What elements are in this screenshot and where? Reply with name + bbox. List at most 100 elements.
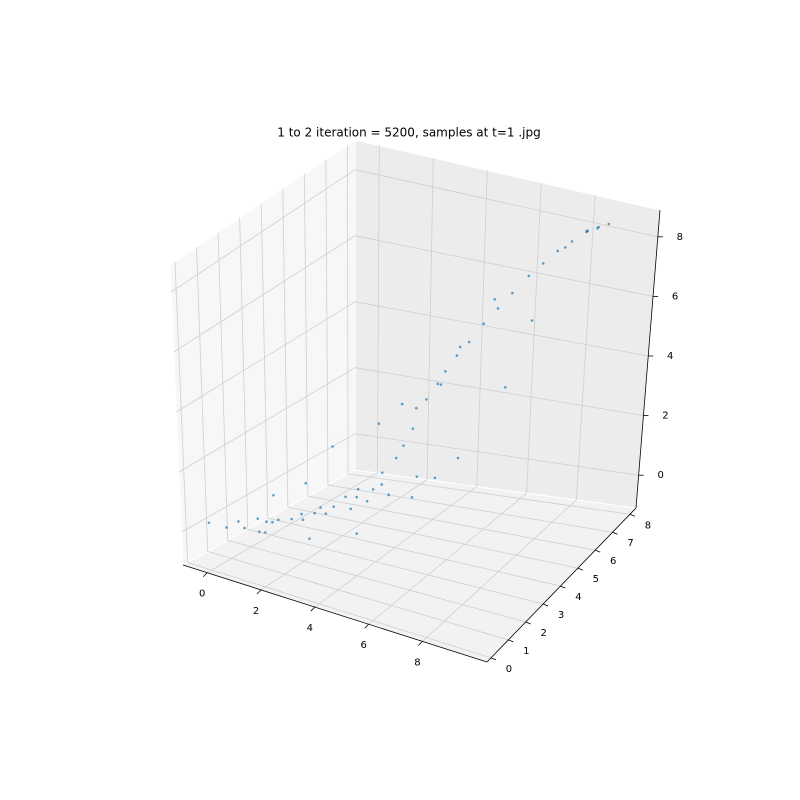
point bbox=[331, 445, 334, 448]
grid-line bbox=[196, 247, 209, 552]
point bbox=[563, 246, 567, 249]
y-tick-label: 3 bbox=[558, 610, 564, 621]
point bbox=[387, 493, 390, 497]
grid-line bbox=[354, 433, 639, 476]
point bbox=[400, 402, 404, 406]
point bbox=[444, 369, 447, 373]
point bbox=[308, 537, 311, 540]
point bbox=[556, 249, 560, 253]
x-axis-line bbox=[182, 564, 488, 663]
grid-line bbox=[267, 517, 561, 587]
point bbox=[319, 506, 322, 509]
point bbox=[596, 226, 599, 230]
y-tick-label: 1 bbox=[523, 646, 529, 657]
z-axis-line bbox=[635, 209, 661, 509]
x-tick bbox=[202, 572, 208, 578]
point bbox=[356, 487, 360, 491]
x-tick-label: 2 bbox=[253, 606, 259, 617]
grid-line bbox=[187, 562, 492, 659]
grid-line bbox=[526, 182, 542, 494]
y-tick bbox=[560, 585, 566, 589]
point bbox=[436, 382, 440, 386]
point bbox=[482, 322, 485, 326]
grid-line bbox=[325, 159, 329, 485]
grid-line bbox=[173, 235, 356, 353]
y-tick bbox=[595, 549, 601, 553]
y-tick-label: 6 bbox=[610, 556, 616, 567]
grid-line bbox=[354, 367, 644, 417]
y-tick-label: 0 bbox=[506, 664, 512, 675]
x-tick-label: 4 bbox=[307, 623, 313, 634]
y-tick bbox=[629, 513, 636, 517]
y-tick bbox=[525, 621, 531, 625]
grid-line bbox=[207, 472, 378, 574]
grid-line bbox=[303, 174, 309, 497]
grid-line bbox=[368, 492, 527, 625]
y-tick bbox=[490, 657, 497, 661]
y-tick bbox=[612, 531, 618, 535]
point bbox=[243, 526, 246, 530]
point bbox=[380, 483, 384, 486]
point bbox=[402, 444, 405, 447]
point bbox=[504, 386, 507, 389]
point bbox=[381, 471, 384, 474]
grid-line bbox=[354, 235, 654, 297]
grid-line bbox=[575, 195, 596, 500]
point bbox=[264, 531, 267, 534]
grid-line bbox=[287, 506, 578, 569]
point bbox=[324, 512, 328, 515]
grid-line bbox=[170, 169, 356, 293]
point bbox=[271, 520, 274, 524]
grid-line bbox=[426, 157, 434, 480]
point bbox=[394, 456, 398, 460]
grid-line bbox=[260, 479, 428, 591]
y-tick-label: 4 bbox=[575, 592, 581, 603]
grid-line bbox=[354, 169, 658, 238]
point bbox=[300, 512, 303, 516]
grid-line bbox=[174, 261, 189, 563]
x-tick-label: 8 bbox=[414, 657, 420, 668]
x-tick-label: 0 bbox=[199, 589, 205, 600]
y-tick bbox=[577, 567, 583, 571]
point bbox=[272, 493, 275, 497]
grid-line bbox=[227, 539, 526, 623]
y-axis-line bbox=[486, 507, 637, 663]
point bbox=[313, 511, 316, 515]
point bbox=[344, 495, 347, 499]
y-tick-label: 8 bbox=[645, 520, 651, 531]
point bbox=[456, 456, 460, 460]
point bbox=[355, 532, 359, 535]
grid-line bbox=[422, 499, 577, 642]
chart-title: 1 to 2 iteration = 5200, samples at t=1 … bbox=[277, 126, 540, 140]
y-tick bbox=[542, 603, 549, 607]
grid-line bbox=[347, 473, 630, 515]
x-tick-label: 6 bbox=[360, 640, 366, 651]
grid-line bbox=[354, 301, 649, 357]
y-tick-label: 7 bbox=[627, 538, 633, 549]
x-tick bbox=[310, 606, 316, 612]
point bbox=[265, 520, 268, 523]
grid-line bbox=[239, 217, 249, 530]
point bbox=[527, 274, 531, 278]
point bbox=[439, 383, 443, 386]
grid-line bbox=[181, 433, 356, 533]
point bbox=[530, 319, 534, 322]
x-tick bbox=[364, 623, 369, 629]
point bbox=[433, 476, 437, 480]
grid-line bbox=[476, 170, 488, 487]
point bbox=[586, 229, 589, 233]
back-pane bbox=[354, 139, 661, 509]
grid-line bbox=[314, 486, 478, 608]
grid-line bbox=[178, 367, 356, 473]
point bbox=[411, 427, 415, 430]
point bbox=[355, 495, 359, 499]
point bbox=[290, 517, 293, 521]
point bbox=[493, 298, 497, 301]
grid-line bbox=[327, 484, 613, 533]
point bbox=[256, 517, 259, 520]
point bbox=[607, 222, 611, 226]
grid-line bbox=[176, 301, 356, 413]
point bbox=[349, 507, 353, 511]
